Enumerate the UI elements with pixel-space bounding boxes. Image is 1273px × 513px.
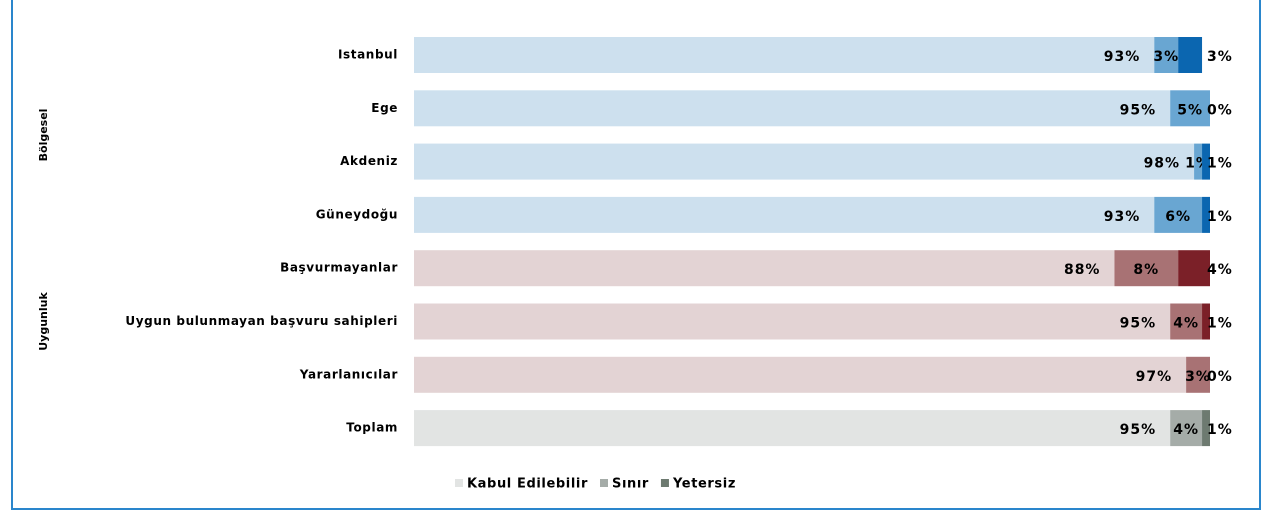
bar-segment bbox=[1178, 250, 1210, 287]
legend-label: Kabul Edilebilir bbox=[467, 477, 588, 492]
category-label: Istanbul bbox=[338, 48, 398, 62]
value-label: 95% bbox=[1120, 422, 1157, 438]
value-label: 3% bbox=[1153, 49, 1179, 65]
value-label: 98% bbox=[1144, 156, 1181, 172]
value-label: 1% bbox=[1207, 316, 1233, 332]
value-label: 97% bbox=[1136, 369, 1173, 385]
legend-swatch bbox=[660, 479, 669, 487]
bar-segment bbox=[414, 250, 1115, 287]
bar-segment bbox=[1154, 196, 1203, 233]
value-label: 88% bbox=[1064, 262, 1101, 278]
bar-segment bbox=[1154, 37, 1179, 73]
category-label: Güneydoğu bbox=[316, 207, 398, 221]
bar-segment bbox=[414, 410, 1171, 447]
bar-segment bbox=[1202, 303, 1210, 340]
bar-segment bbox=[414, 90, 1171, 127]
category-label: Uygun bulunmayan başvuru sahipleri bbox=[125, 314, 398, 328]
value-label: 5% bbox=[1177, 102, 1203, 118]
value-label: 1% bbox=[1207, 156, 1233, 172]
bar-segment bbox=[414, 196, 1155, 233]
value-label: 93% bbox=[1104, 49, 1141, 65]
legend-label: Sınır bbox=[612, 477, 649, 492]
value-label: 3% bbox=[1207, 49, 1233, 65]
bar-segment bbox=[1202, 143, 1210, 180]
category-label: Yararlanıcılar bbox=[299, 367, 398, 381]
bar-segment bbox=[1170, 90, 1210, 127]
value-label: 93% bbox=[1104, 209, 1141, 225]
legend-swatch bbox=[455, 479, 463, 487]
category-label: Toplam bbox=[346, 421, 398, 435]
bar-segment bbox=[414, 356, 1187, 393]
value-label: 3% bbox=[1185, 369, 1211, 385]
legend-label: Yetersiz bbox=[672, 477, 736, 492]
value-label: 6% bbox=[1165, 209, 1191, 225]
group-label: Bölgesel bbox=[37, 109, 50, 162]
bar-segment bbox=[1178, 37, 1203, 73]
group-label: Uygunluk bbox=[37, 292, 50, 351]
bar-segment bbox=[1202, 196, 1210, 233]
value-label: 4% bbox=[1173, 422, 1199, 438]
bar-segment bbox=[414, 303, 1171, 340]
value-label: 95% bbox=[1120, 102, 1157, 118]
category-label: Akdeniz bbox=[340, 154, 398, 168]
category-label: Başvurmayanlar bbox=[280, 261, 398, 275]
legend-swatch bbox=[600, 479, 608, 487]
frame bbox=[11, 0, 1261, 510]
value-label: 8% bbox=[1133, 262, 1159, 278]
bar-segment bbox=[1202, 410, 1210, 447]
value-label: 4% bbox=[1207, 262, 1233, 278]
value-label: 1% bbox=[1207, 422, 1233, 438]
bar-segment bbox=[1186, 356, 1210, 393]
bar-segment bbox=[1114, 250, 1179, 287]
value-label: 0% bbox=[1207, 102, 1233, 118]
value-label: 4% bbox=[1173, 316, 1199, 332]
bar-segment bbox=[414, 143, 1195, 180]
value-label: 95% bbox=[1120, 316, 1157, 332]
value-label: 1% bbox=[1207, 209, 1233, 225]
bar-segment bbox=[1194, 143, 1203, 180]
bar-segment bbox=[1170, 410, 1203, 447]
value-label: 0% bbox=[1207, 369, 1233, 385]
category-label: Ege bbox=[371, 101, 398, 115]
bar-segment bbox=[414, 37, 1155, 73]
bar-segment bbox=[1170, 303, 1203, 340]
